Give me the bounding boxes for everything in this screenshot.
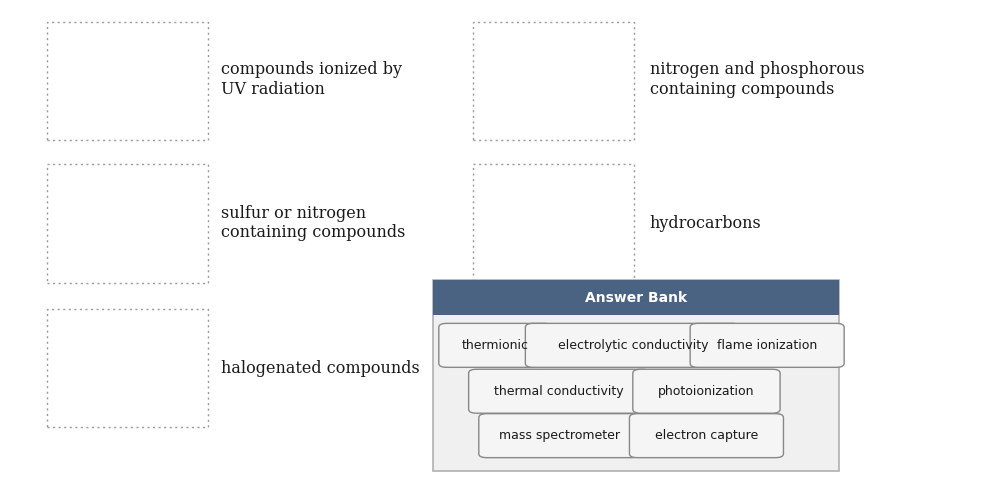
Text: Answer Bank: Answer Bank	[584, 291, 686, 304]
Bar	[472, 22, 633, 140]
FancyBboxPatch shape	[468, 369, 649, 413]
FancyBboxPatch shape	[438, 324, 552, 367]
Text: sulfur or nitrogen
containing compounds: sulfur or nitrogen containing compounds	[221, 205, 405, 242]
Text: compounds ionized by
UV radiation: compounds ionized by UV radiation	[221, 61, 402, 98]
Bar	[47, 22, 208, 140]
Text: thermal conductivity: thermal conductivity	[494, 385, 623, 398]
Bar	[472, 164, 633, 283]
Bar	[432, 280, 838, 315]
Text: nitrogen and phosphorous
containing compounds: nitrogen and phosphorous containing comp…	[649, 61, 864, 98]
Text: electron capture: electron capture	[654, 429, 757, 442]
Text: photoionization: photoionization	[658, 385, 753, 398]
FancyBboxPatch shape	[632, 369, 779, 413]
FancyBboxPatch shape	[690, 324, 843, 367]
FancyBboxPatch shape	[525, 324, 740, 367]
Bar	[432, 280, 838, 471]
Text: electrolytic conductivity: electrolytic conductivity	[557, 339, 708, 352]
Text: flame ionization: flame ionization	[717, 339, 816, 352]
Text: halogenated compounds: halogenated compounds	[221, 359, 419, 377]
Text: thermionic: thermionic	[461, 339, 529, 352]
Text: mass spectrometer: mass spectrometer	[498, 429, 619, 442]
FancyBboxPatch shape	[629, 413, 782, 458]
Bar	[47, 309, 208, 427]
Bar	[47, 164, 208, 283]
Text: hydrocarbons: hydrocarbons	[649, 214, 760, 232]
FancyBboxPatch shape	[478, 413, 639, 458]
